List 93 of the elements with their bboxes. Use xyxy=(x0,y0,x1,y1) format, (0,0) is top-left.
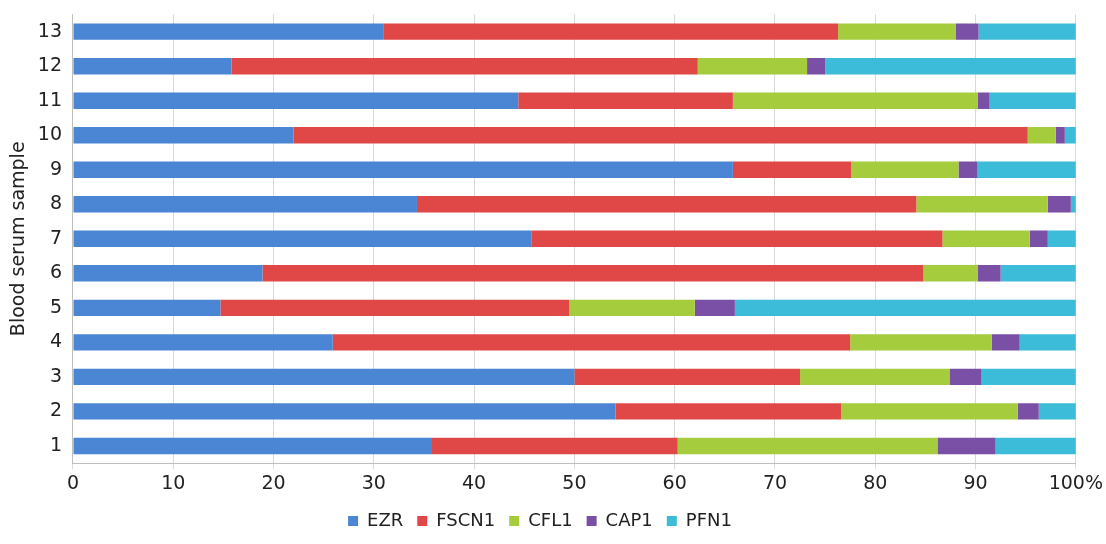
bar xyxy=(73,230,532,247)
bar xyxy=(949,368,982,386)
bar xyxy=(1000,265,1076,282)
bar xyxy=(955,23,979,40)
bar xyxy=(841,403,1018,420)
bar xyxy=(73,403,616,420)
bar xyxy=(958,161,978,178)
bar xyxy=(825,57,1076,75)
bar xyxy=(73,196,417,213)
legend-label: PFN1 xyxy=(685,508,732,530)
bar xyxy=(574,368,801,386)
y-tick-label: 4 xyxy=(49,329,62,352)
y-tick-label: 7 xyxy=(49,225,62,248)
bar xyxy=(981,368,1076,386)
bar xyxy=(73,299,221,317)
x-tick-label: 50 xyxy=(562,470,587,493)
y-tick-label: 3 xyxy=(49,363,62,386)
bar xyxy=(977,161,1076,178)
bar xyxy=(531,230,943,247)
bar xyxy=(73,57,232,75)
x-tick-label: 30 xyxy=(361,470,386,493)
bar xyxy=(518,92,733,109)
legend-label: FSCN1 xyxy=(436,508,496,530)
x-tick-label: 80 xyxy=(863,470,888,493)
bar xyxy=(73,23,384,40)
bar xyxy=(73,368,575,386)
y-tick-label: 13 xyxy=(37,18,62,41)
bar xyxy=(995,437,1076,455)
y-tick-label: 10 xyxy=(37,122,62,145)
bar xyxy=(732,92,978,109)
bar xyxy=(677,437,938,455)
bar xyxy=(937,437,996,455)
bar xyxy=(73,127,294,144)
bar xyxy=(1038,403,1076,420)
legend-label: EZR xyxy=(367,508,404,530)
x-tick-label: 60 xyxy=(662,470,687,493)
bar xyxy=(332,334,851,351)
y-tick-label: 6 xyxy=(49,260,62,283)
bar xyxy=(1047,230,1076,247)
bar xyxy=(73,265,263,282)
bar xyxy=(1019,334,1076,351)
bar xyxy=(800,368,950,386)
x-tick-label: 0 xyxy=(66,470,80,493)
bar xyxy=(231,57,698,75)
bar xyxy=(1047,196,1071,213)
x-tick-label: 70 xyxy=(762,470,788,493)
bar xyxy=(850,334,992,351)
x-tick-label: 10 xyxy=(161,470,186,493)
bar xyxy=(697,57,808,75)
bar xyxy=(851,161,959,178)
bar xyxy=(432,437,678,455)
bar xyxy=(615,403,842,420)
y-tick-label: 2 xyxy=(49,398,62,421)
bar xyxy=(73,92,519,109)
bar xyxy=(262,265,924,282)
y-tick-label: 11 xyxy=(37,87,62,110)
legend-label: CAP1 xyxy=(605,508,653,530)
bar xyxy=(220,299,570,317)
bar xyxy=(838,23,956,40)
bar xyxy=(1029,230,1048,247)
bar xyxy=(942,230,1030,247)
y-tick-label: 8 xyxy=(49,191,62,214)
x-tick-label: 90 xyxy=(963,470,988,493)
bar xyxy=(916,196,1048,213)
bar xyxy=(978,23,1076,40)
y-tick-label: 9 xyxy=(49,156,62,179)
bar xyxy=(989,92,1076,109)
bar xyxy=(383,23,839,40)
x-tick-label: 20 xyxy=(261,470,286,493)
bar xyxy=(73,161,733,178)
bar xyxy=(807,57,826,75)
bar xyxy=(694,299,735,317)
bar xyxy=(73,334,333,351)
bar xyxy=(416,196,917,213)
bar xyxy=(1055,127,1065,144)
bar xyxy=(977,265,1001,282)
bar xyxy=(977,92,990,109)
bar xyxy=(732,161,852,178)
y-axis-title: Blood serum sample xyxy=(6,141,29,337)
legend-label: CFL1 xyxy=(528,508,573,530)
bar xyxy=(734,299,1076,317)
bar xyxy=(923,265,978,282)
y-tick-label: 5 xyxy=(49,294,62,317)
y-tick-label: 12 xyxy=(37,53,62,76)
bar xyxy=(73,437,432,455)
bar xyxy=(293,127,1028,144)
x-tick-label: 100% xyxy=(1048,470,1103,493)
y-tick-label: 1 xyxy=(49,432,62,455)
bar xyxy=(991,334,1020,351)
bar xyxy=(1017,403,1039,420)
bar xyxy=(1027,127,1056,144)
bar xyxy=(569,299,695,317)
x-tick-label: 40 xyxy=(462,470,487,493)
